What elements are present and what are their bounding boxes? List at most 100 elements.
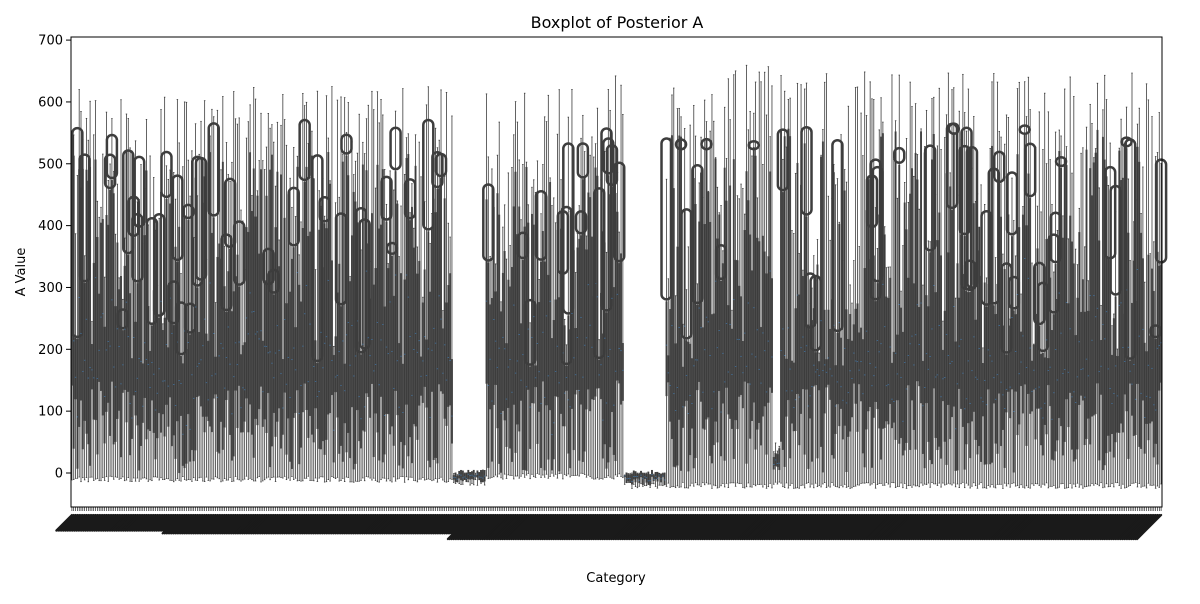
box-body	[979, 227, 980, 446]
box-category-187	[411, 184, 412, 478]
box-body	[208, 341, 209, 421]
box-body	[193, 329, 194, 461]
box-category-155	[353, 175, 354, 483]
box-body	[286, 303, 287, 454]
box-category-210	[453, 474, 454, 483]
box-body	[764, 252, 765, 406]
box-category-220	[471, 471, 472, 483]
box-category-583	[1131, 73, 1132, 483]
box-category-260	[544, 117, 545, 477]
box-body	[553, 320, 554, 459]
box-body	[759, 241, 760, 422]
box-category-364	[733, 75, 734, 483]
box-body	[577, 248, 578, 390]
box-body	[986, 307, 987, 464]
box-body	[300, 302, 301, 448]
box-body	[149, 351, 150, 431]
box-body	[273, 295, 274, 413]
box-category-230	[489, 256, 490, 478]
box-category-200	[435, 128, 436, 478]
box-body	[722, 263, 723, 403]
box-body	[184, 217, 185, 468]
box-body	[1015, 314, 1016, 391]
box-body	[655, 472, 656, 479]
box-body	[1055, 264, 1056, 451]
box-category-467	[920, 129, 921, 483]
box-body	[895, 132, 896, 440]
box-category-367	[739, 199, 740, 484]
box-body	[255, 217, 256, 419]
box-category-330	[671, 95, 672, 487]
box-body	[1135, 301, 1136, 434]
box-category-550	[1071, 173, 1072, 488]
box-category-433	[859, 247, 860, 486]
box-category-366	[737, 196, 738, 483]
box-body	[651, 470, 652, 476]
box-category-461	[909, 82, 910, 485]
box-body	[739, 286, 740, 397]
box-body	[322, 267, 323, 441]
box-category-143	[331, 87, 332, 477]
box-category-334	[679, 108, 680, 487]
box-body	[793, 363, 794, 431]
box-body	[88, 181, 89, 444]
box-body	[433, 199, 434, 460]
box-body	[148, 306, 149, 429]
box-category-561	[1091, 123, 1092, 483]
box-body	[200, 282, 201, 407]
box-category-410	[817, 240, 818, 487]
box-body	[604, 243, 605, 444]
box-body	[968, 292, 969, 423]
box-body	[260, 169, 261, 386]
box-body	[1140, 233, 1141, 449]
box-body	[142, 364, 143, 423]
box-category-468	[922, 285, 923, 485]
box-body	[438, 188, 439, 384]
box-body	[617, 212, 618, 380]
box-body	[668, 356, 669, 383]
box-category-390	[780, 76, 781, 484]
box-body	[808, 325, 809, 469]
box-category-82	[220, 170, 221, 482]
box-body	[760, 327, 761, 445]
box-body	[860, 328, 861, 401]
box-category-116	[282, 95, 283, 478]
box-category-331	[673, 88, 674, 486]
box-category-465	[917, 154, 918, 485]
box-body	[515, 172, 516, 453]
box-category-569	[1106, 100, 1107, 484]
box-category-519	[1015, 256, 1016, 486]
box-category-180	[398, 257, 399, 479]
box-body	[1040, 354, 1041, 445]
box-category-207	[448, 223, 449, 481]
box-body	[513, 207, 514, 405]
box-category-554	[1079, 208, 1080, 487]
box-body	[828, 310, 829, 385]
box-category-363	[731, 310, 732, 483]
box-category-360	[726, 158, 727, 483]
box-body	[244, 342, 245, 421]
box-category-263	[549, 178, 550, 477]
box-category-136	[318, 191, 319, 478]
box-category-377	[757, 198, 758, 484]
box-category-126	[300, 222, 301, 481]
box-body	[640, 471, 641, 477]
box-body	[837, 333, 838, 404]
box-body	[497, 193, 498, 428]
box-body	[842, 366, 843, 440]
box-body	[122, 330, 123, 392]
box-body	[1113, 318, 1114, 457]
box-category-140	[326, 96, 327, 482]
box-body	[135, 322, 136, 415]
box-category-445	[880, 98, 881, 484]
box-category-412	[820, 155, 821, 487]
box-category-236	[500, 302, 501, 478]
box-body	[731, 329, 732, 429]
box-category-473	[931, 99, 932, 483]
box-body	[482, 470, 483, 482]
box-body	[631, 474, 632, 484]
box-body	[189, 335, 190, 462]
box-category-162	[366, 119, 367, 477]
box-body	[906, 230, 907, 443]
box-body	[744, 230, 745, 381]
